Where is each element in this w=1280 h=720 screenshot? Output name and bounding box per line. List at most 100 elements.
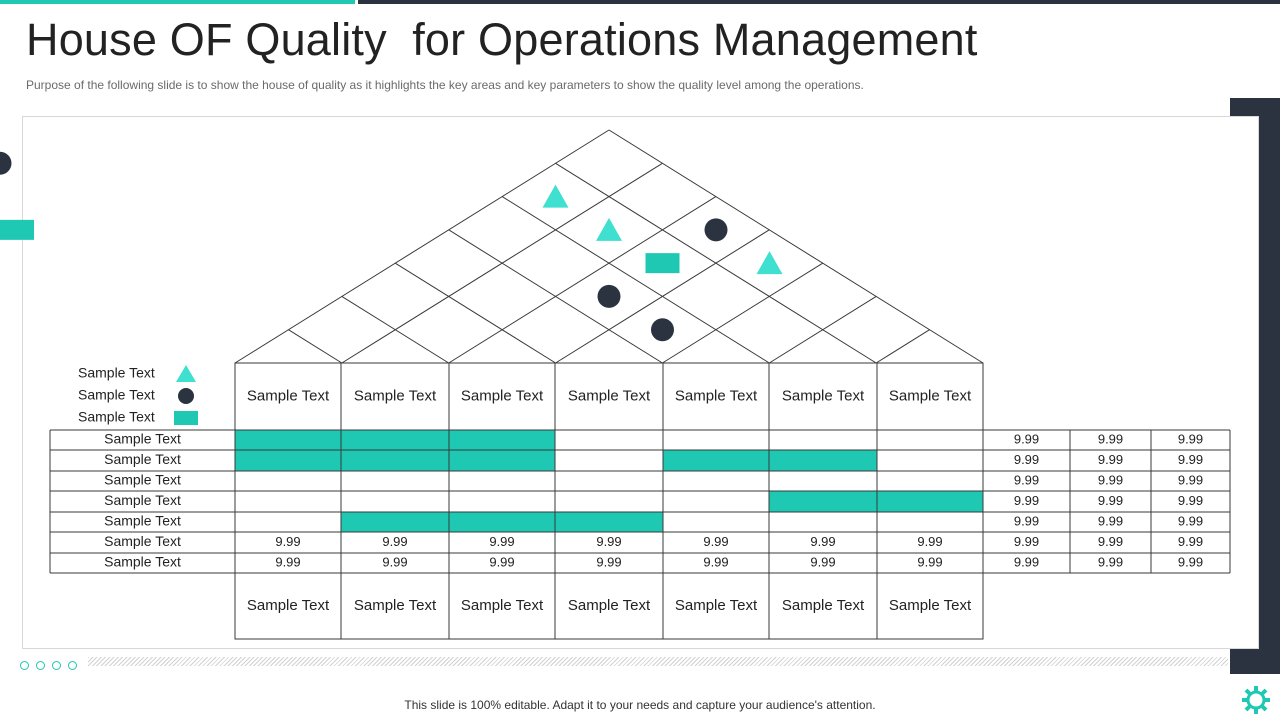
page-dot[interactable] xyxy=(36,661,45,670)
right-value: 9.99 xyxy=(1098,493,1123,508)
filled-cell xyxy=(769,491,877,512)
cell-value: 9.99 xyxy=(275,534,300,549)
right-value: 9.99 xyxy=(1014,493,1039,508)
row-label: Sample Text xyxy=(104,513,181,529)
cell-value: 9.99 xyxy=(596,554,621,569)
roof-line xyxy=(501,196,770,364)
pagination-dots xyxy=(20,657,84,675)
filled-cell xyxy=(449,430,555,450)
right-value: 9.99 xyxy=(1014,431,1039,446)
bottom-label: Sample Text xyxy=(354,597,437,614)
filled-cell xyxy=(877,491,983,512)
top-accent-bar xyxy=(0,0,355,4)
cell-value: 9.99 xyxy=(489,534,514,549)
column-header: Sample Text xyxy=(782,387,865,404)
bottom-label: Sample Text xyxy=(782,597,865,614)
right-value: 9.99 xyxy=(1178,493,1203,508)
roof-line xyxy=(395,262,556,364)
right-value: 9.99 xyxy=(1098,554,1123,569)
right-value: 9.99 xyxy=(1098,452,1123,467)
gear-icon[interactable] xyxy=(1240,684,1272,716)
right-value: 9.99 xyxy=(1014,554,1039,569)
filled-cell xyxy=(449,512,555,532)
page-dot[interactable] xyxy=(68,661,77,670)
column-header: Sample Text xyxy=(889,387,972,404)
roof-rectangle-icon xyxy=(0,219,34,240)
right-value: 9.99 xyxy=(1178,534,1203,549)
page-title: House OF Quality for Operations Manageme… xyxy=(26,14,978,65)
cell-value: 9.99 xyxy=(489,554,514,569)
row-label: Sample Text xyxy=(104,533,181,549)
right-value: 9.99 xyxy=(1098,472,1123,487)
column-header: Sample Text xyxy=(247,387,330,404)
page-subtitle: Purpose of the following slide is to sho… xyxy=(26,78,864,92)
right-value: 9.99 xyxy=(1178,472,1203,487)
roof-rectangle-icon xyxy=(645,253,680,274)
legend: Sample Text Sample Text Sample Text xyxy=(78,365,198,425)
roof-symbols xyxy=(0,151,783,342)
matrix-grid xyxy=(49,362,1231,640)
bottom-label: Sample Text xyxy=(247,597,330,614)
roof-circle-icon xyxy=(704,218,728,242)
cell-value: 9.99 xyxy=(382,534,407,549)
roof-circle-icon xyxy=(651,318,674,342)
row-label: Sample Text xyxy=(104,492,181,508)
row-label: Sample Text xyxy=(104,451,181,467)
page-dot[interactable] xyxy=(20,661,29,670)
filled-cell xyxy=(663,450,769,471)
filled-cell xyxy=(449,450,555,471)
legend-triangle-icon xyxy=(176,365,196,382)
roof-line xyxy=(608,129,984,364)
right-value: 9.99 xyxy=(1098,431,1123,446)
hatch-divider xyxy=(88,657,1228,666)
cell-value: 9.99 xyxy=(917,534,942,549)
roof-line xyxy=(448,196,717,364)
roof-line xyxy=(662,262,823,364)
bottom-label: Sample Text xyxy=(461,597,544,614)
column-header: Sample Text xyxy=(354,387,437,404)
right-value: 9.99 xyxy=(1014,452,1039,467)
row-label: Sample Text xyxy=(104,431,181,447)
bottom-label: Sample Text xyxy=(675,597,758,614)
roof-line xyxy=(555,229,770,364)
right-value: 9.99 xyxy=(1178,554,1203,569)
roof-triangle-icon xyxy=(756,251,783,275)
roof-line xyxy=(234,129,610,364)
right-value: 9.99 xyxy=(1014,472,1039,487)
right-value: 9.99 xyxy=(1178,452,1203,467)
cell-value: 9.99 xyxy=(810,534,835,549)
roof-line xyxy=(769,296,877,364)
bottom-label: Sample Text xyxy=(889,597,972,614)
roof-line xyxy=(448,229,663,364)
page-dot[interactable] xyxy=(52,661,61,670)
roof-grid xyxy=(234,129,984,364)
right-value: 9.99 xyxy=(1014,513,1039,528)
right-value: 9.99 xyxy=(1098,534,1123,549)
right-value: 9.99 xyxy=(1178,513,1203,528)
filled-cell xyxy=(235,450,341,471)
row-label: Sample Text xyxy=(104,472,181,488)
legend-label: Sample Text xyxy=(78,409,155,425)
right-value: 9.99 xyxy=(1098,513,1123,528)
column-header: Sample Text xyxy=(461,387,544,404)
row-label: Sample Text xyxy=(104,554,181,570)
cell-value: 9.99 xyxy=(810,554,835,569)
roof-triangle-icon xyxy=(596,217,622,241)
column-header: Sample Text xyxy=(675,387,758,404)
legend-circle-icon xyxy=(178,388,194,404)
matrix-cells xyxy=(235,430,983,532)
right-value: 9.99 xyxy=(1178,431,1203,446)
cell-value: 9.99 xyxy=(596,534,621,549)
roof-circle-icon xyxy=(0,151,12,175)
cell-value: 9.99 xyxy=(275,554,300,569)
roof-line xyxy=(875,329,930,364)
legend-rectangle-icon xyxy=(174,411,198,425)
legend-label: Sample Text xyxy=(78,365,155,381)
matrix-labels: Sample Text Sample Text Sample Text Sample … xyxy=(104,387,1203,614)
roof-circle-icon xyxy=(597,284,621,308)
filled-cell xyxy=(235,430,341,450)
filled-cell xyxy=(555,512,663,532)
filled-cell xyxy=(769,450,877,471)
column-header: Sample Text xyxy=(568,387,651,404)
